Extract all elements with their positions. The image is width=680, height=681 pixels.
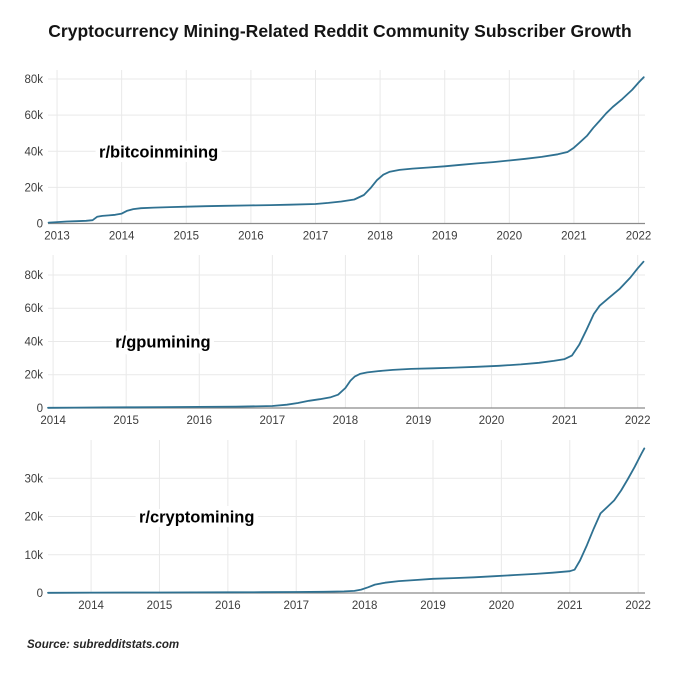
x-axis: 2014 2015 2016 2017 2018 2019 2020 2021 2022 (78, 440, 651, 612)
source-note: Source: subredditstats.com (27, 639, 180, 651)
x-tick-label: 2017 (260, 415, 286, 427)
chart-canvas: 2013 2014 2015 2016 2017 2018 2019 2020 2021 2022… (24, 70, 651, 243)
x-tick-label: 2019 (432, 231, 458, 243)
y-tick-label: 60k (24, 110, 43, 122)
x-tick-label: 2018 (333, 415, 359, 427)
x-tick-label: 2014 (78, 600, 104, 612)
y-tick-label: 0 (37, 219, 43, 231)
subplot-cryptomining: 2014 2015 2016 2017 2018 2019 2020 2021 2022 0 10k… (0, 430, 680, 615)
x-tick-label: 2014 (40, 415, 66, 427)
subplot-gpumining: 2014 2015 2016 2017 2018 2019 2020 2021 2022 0 20k… (0, 245, 680, 430)
x-tick-label: 2021 (561, 231, 587, 243)
y-tick-label: 0 (37, 403, 43, 415)
chart-canvas: 2014 2015 2016 2017 2018 2019 2020 2021 2022 0 10k… (24, 440, 651, 612)
x-tick-label: 2016 (186, 415, 212, 427)
y-tick-label: 40k (24, 146, 43, 158)
subplot-bitcoinmining: 2013 2014 2015 2016 2017 2018 2019 2020 2021 2022… (0, 60, 680, 245)
y-tick-label: 80k (24, 270, 43, 282)
x-tick-label: 2017 (303, 231, 329, 243)
series-line-r-gpumining (47, 260, 645, 409)
y-axis: 0 10k 20k 30k (24, 473, 645, 600)
chart-canvas: 2014 2015 2016 2017 2018 2019 2020 2021 2022 0 20k… (24, 255, 650, 427)
chart-annotation: r/bitcoinmining (99, 143, 218, 161)
y-tick-label: 60k (24, 303, 43, 315)
chart-annotation: r/gpumining (115, 333, 210, 351)
x-tick-label: 2022 (625, 415, 651, 427)
y-tick-label: 0 (37, 588, 43, 600)
x-tick-label: 2019 (406, 415, 432, 427)
series-line-r-bitcoinmining (47, 76, 645, 224)
x-tick-label: 2021 (557, 600, 583, 612)
y-tick-label: 80k (24, 74, 43, 86)
x-tick-label: 2021 (552, 415, 578, 427)
series-line-r-cryptomining (47, 447, 646, 594)
x-tick-label: 2019 (420, 600, 446, 612)
figure-title: Cryptocurrency Mining-Related Reddit Com… (48, 21, 632, 41)
x-tick-label: 2016 (238, 231, 264, 243)
y-tick-label: 20k (24, 182, 43, 194)
y-axis: 0 20k 40k 60k 80k (24, 74, 645, 231)
x-tick-label: 2020 (489, 600, 515, 612)
x-axis: 2014 2015 2016 2017 2018 2019 2020 2021 2022 (40, 255, 650, 427)
x-axis: 2013 2014 2015 2016 2017 2018 2019 2020 2021 2022 (44, 70, 651, 243)
x-tick-label: 2014 (109, 231, 135, 243)
y-tick-label: 40k (24, 336, 43, 348)
x-tick-label: 2015 (147, 600, 173, 612)
y-tick-label: 20k (24, 512, 43, 524)
x-tick-label: 2016 (215, 600, 241, 612)
y-tick-label: 30k (24, 473, 43, 485)
chart-annotation: r/cryptomining (139, 509, 255, 527)
x-tick-label: 2020 (497, 231, 523, 243)
y-tick-label: 10k (24, 550, 43, 562)
x-tick-label: 2018 (367, 231, 393, 243)
y-tick-label: 20k (24, 370, 43, 382)
x-tick-label: 2017 (283, 600, 309, 612)
x-tick-label: 2015 (173, 231, 199, 243)
x-tick-label: 2022 (626, 231, 652, 243)
x-tick-label: 2015 (113, 415, 139, 427)
x-tick-label: 2020 (479, 415, 505, 427)
x-tick-label: 2013 (44, 231, 70, 243)
x-tick-label: 2018 (352, 600, 378, 612)
y-axis: 0 20k 40k 60k 80k (24, 270, 645, 415)
x-tick-label: 2022 (625, 600, 651, 612)
